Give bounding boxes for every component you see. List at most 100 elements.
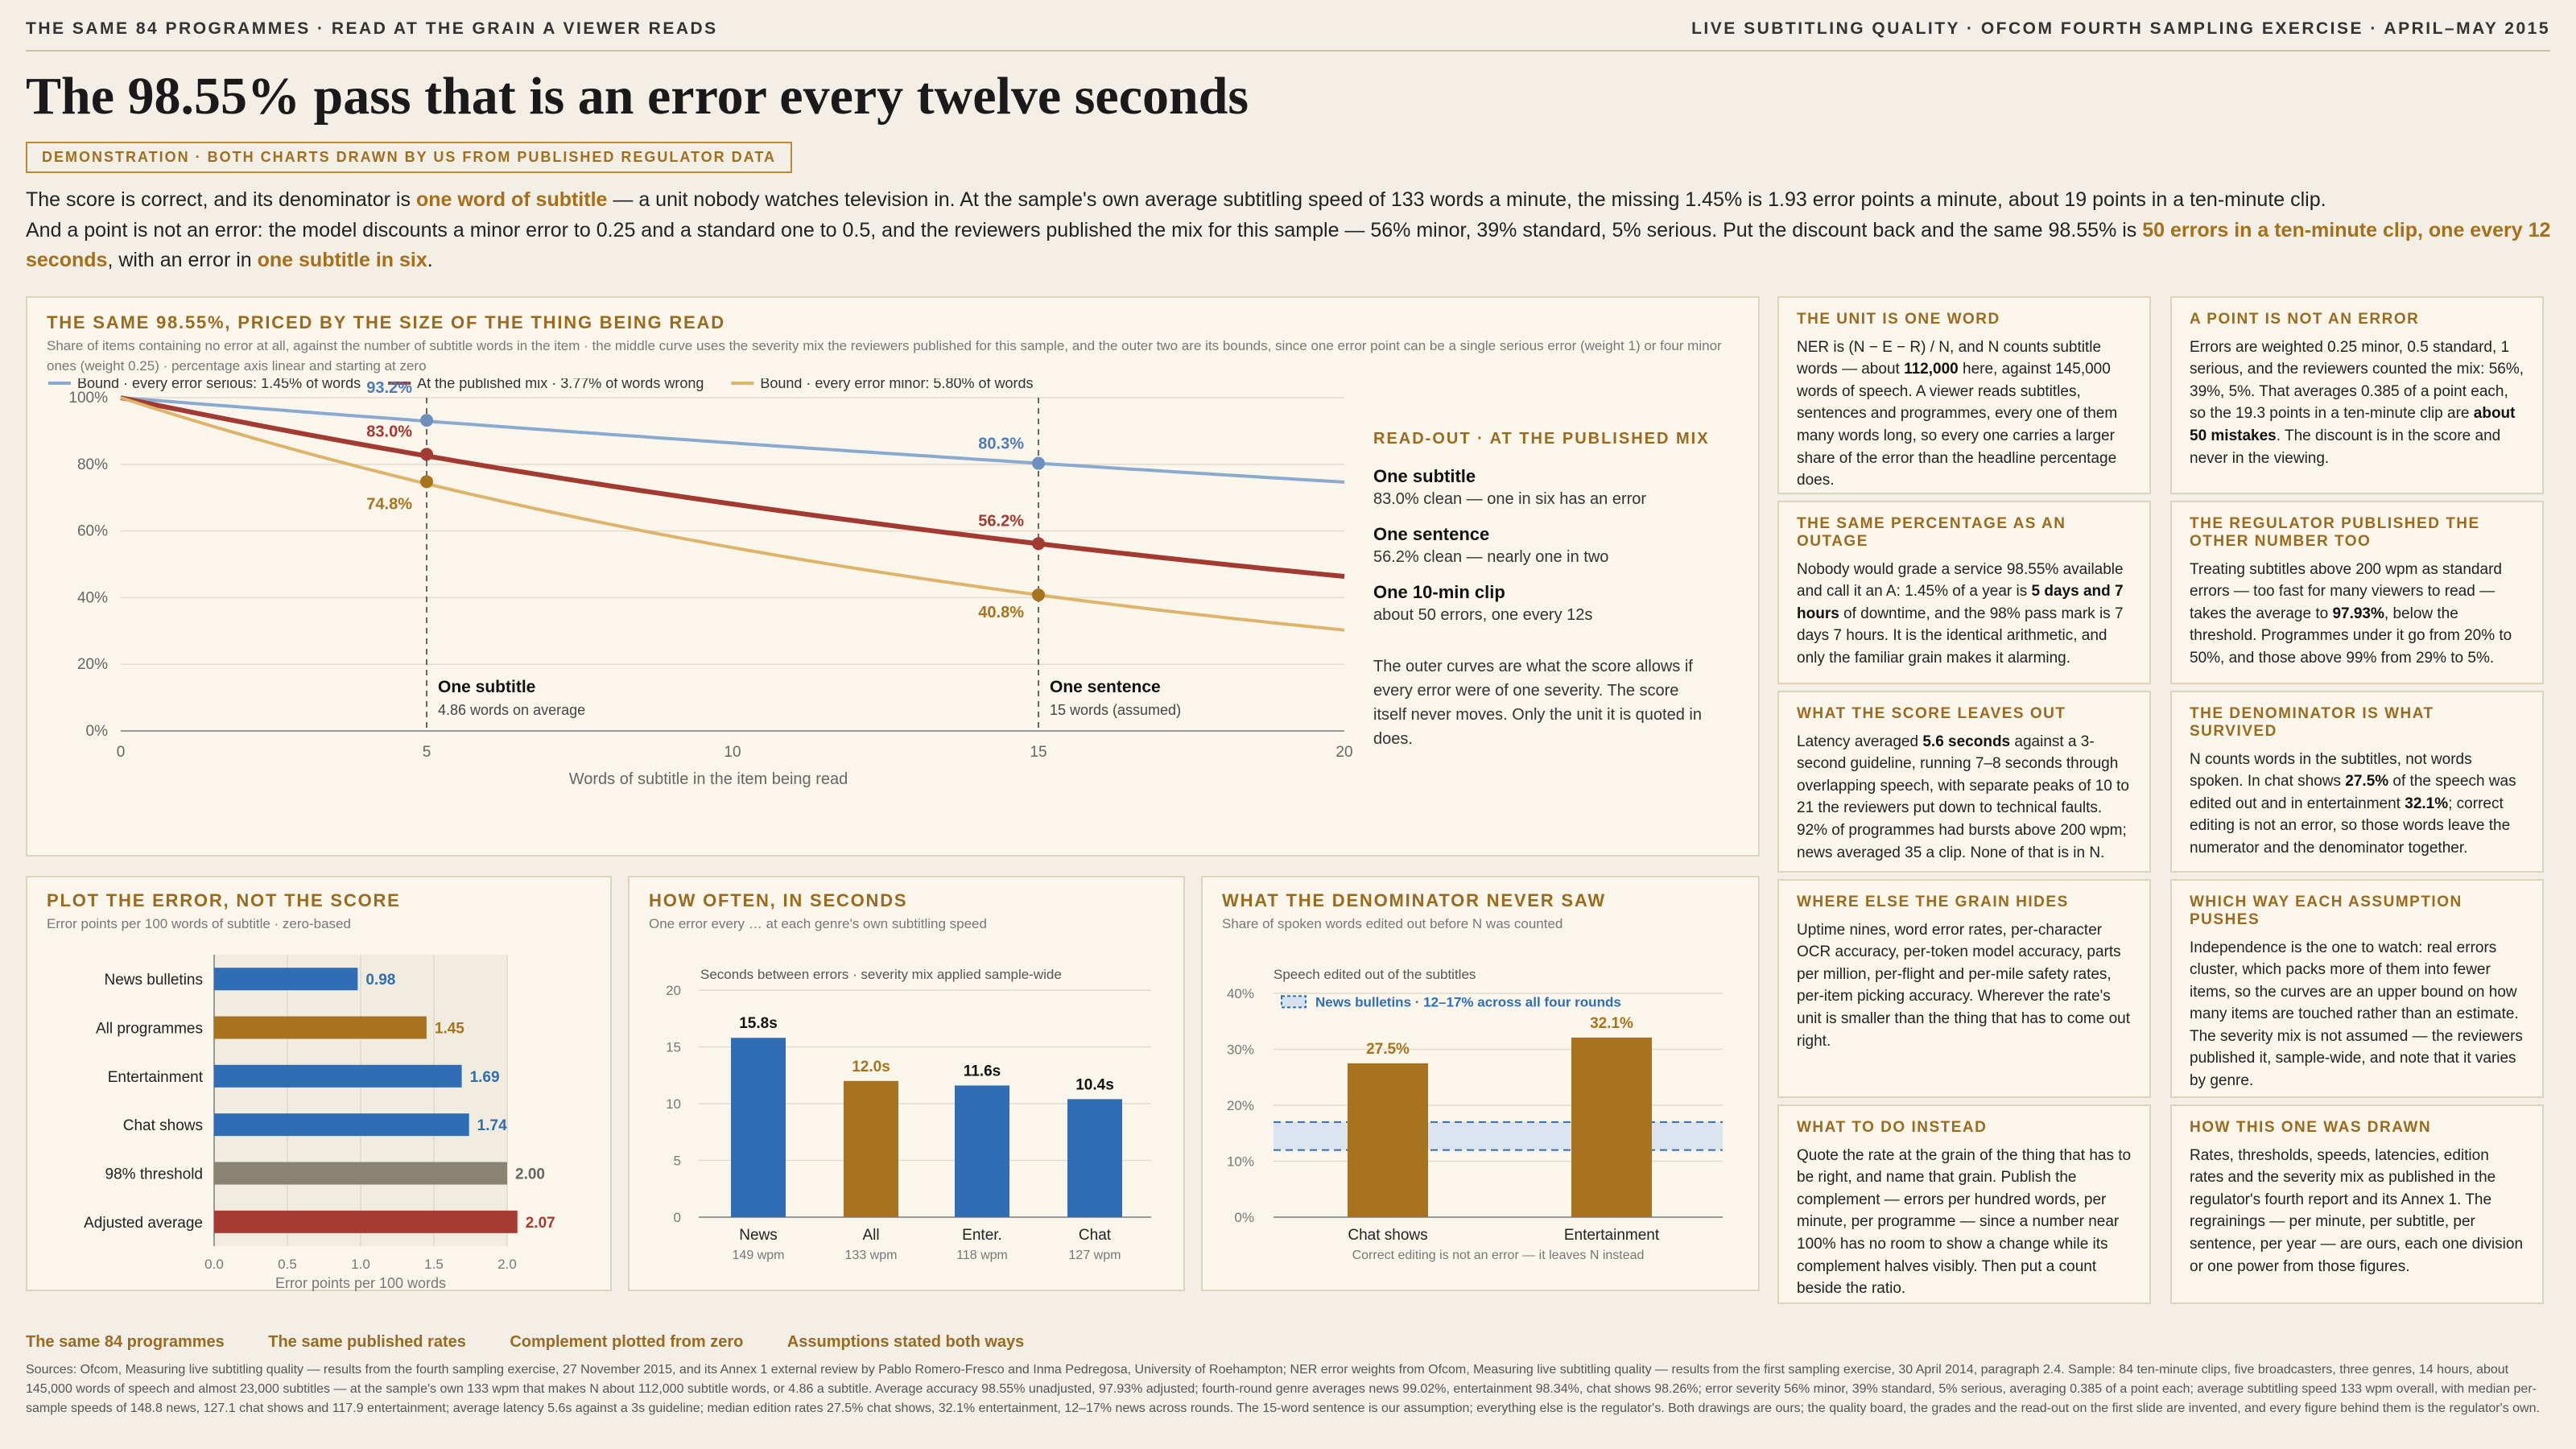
insight-card: THE DENOMINATOR IS WHAT SURVIVED N counts… bbox=[2170, 691, 2544, 873]
insight-card: WHICH WAY EACH ASSUMPTION PUSHES Independ… bbox=[2170, 879, 2544, 1098]
legend-label: Bound · every error minor: 5.80% of word… bbox=[760, 378, 1033, 391]
news-band bbox=[1274, 1121, 1723, 1150]
lede: The score is correct, and its denominato… bbox=[26, 185, 2553, 276]
card-title: WHICH WAY EACH ASSUMPTION PUSHES bbox=[2190, 894, 2462, 928]
bar-value-label: 11.6s bbox=[964, 1063, 1001, 1080]
series-line bbox=[120, 396, 1345, 632]
readout-note: The outer curves are what the score allo… bbox=[1373, 658, 1702, 748]
data-label: 80.3% bbox=[978, 436, 1024, 453]
y-tick-label: 0 bbox=[674, 1210, 681, 1225]
bar-sublabel: 149 wpm bbox=[733, 1249, 785, 1262]
footer-link-3: Complement plotted from zero bbox=[510, 1333, 744, 1351]
bar-category-label: News bbox=[739, 1227, 778, 1244]
card-title: THE UNIT IS ONE WORD bbox=[1797, 311, 2000, 328]
bar-value-label: 0.98 bbox=[365, 972, 395, 989]
card-body: N counts words in the subtitles, not wor… bbox=[2190, 750, 2516, 857]
bar-sublabel: 133 wpm bbox=[845, 1249, 898, 1262]
bar bbox=[1571, 1037, 1652, 1217]
x-axis-label: Correct editing is not an error — it lea… bbox=[1352, 1249, 1645, 1262]
seconds-panel: HOW OFTEN, IN SECONDS One error every … … bbox=[628, 876, 1185, 1291]
card-title: THE SAME PERCENTAGE AS AN OUTAGE bbox=[1797, 515, 2066, 550]
y-tick-label: 15 bbox=[666, 1040, 681, 1055]
card-title: THE DENOMINATOR IS WHAT SURVIVED bbox=[2190, 705, 2434, 740]
readout-item-subtitle: One subtitle 83.0% clean — one in six ha… bbox=[1373, 466, 1647, 508]
insight-card: WHERE ELSE THE GRAIN HIDES Uptime nines, … bbox=[1777, 879, 2151, 1098]
bar-category-label: Entertainment bbox=[1564, 1227, 1660, 1244]
error-points-subtitle: Error points per 100 words of subtitle ·… bbox=[47, 916, 351, 931]
y-tick-label: 10% bbox=[1227, 1154, 1254, 1170]
lede-p2: And a point is not an error: the model d… bbox=[26, 218, 2551, 272]
seconds-subtitle: One error every … at each genre's own su… bbox=[649, 916, 987, 931]
readout-item-clip: One 10-min clip about 50 errors, one eve… bbox=[1373, 582, 1593, 624]
denominator-chart: Speech edited out of the subtitles 0% 10% 2… bbox=[1227, 967, 1723, 1262]
data-point bbox=[420, 475, 433, 489]
bar-category-label: News bulletins bbox=[105, 972, 204, 989]
card-title: HOW THIS ONE WAS DRAWN bbox=[2190, 1119, 2432, 1136]
x-tick-label: 0.5 bbox=[278, 1257, 297, 1272]
lede-p1: The score is correct, and its denominato… bbox=[26, 188, 2326, 211]
bar-value-label: 1.69 bbox=[470, 1069, 500, 1086]
data-point bbox=[420, 414, 433, 427]
data-label: 56.2% bbox=[978, 512, 1024, 530]
data-label: 40.8% bbox=[978, 604, 1024, 621]
marker-label: One subtitle bbox=[438, 678, 535, 696]
page-title: The 98.55% pass that is an error every t… bbox=[26, 67, 1249, 126]
insight-card: WHAT TO DO INSTEAD Quote the rate at the … bbox=[1777, 1104, 2151, 1304]
card-title: WHAT TO DO INSTEAD bbox=[1797, 1119, 1988, 1136]
x-tick-label: 0 bbox=[117, 744, 126, 761]
bar-category-label: 98% threshold bbox=[105, 1166, 203, 1183]
bar-category-label: All bbox=[862, 1227, 879, 1244]
card-title: WHERE ELSE THE GRAIN HIDES bbox=[1797, 894, 2069, 910]
bar-category-label: All programmes bbox=[96, 1021, 203, 1038]
bar bbox=[214, 1162, 507, 1185]
bar bbox=[844, 1080, 898, 1217]
x-axis-label: Words of subtitle in the item being read bbox=[569, 770, 848, 788]
card-title: WHAT THE SCORE LEAVES OUT bbox=[1797, 705, 2066, 722]
legend-label: At the published mix · 3.77% of words wr… bbox=[417, 378, 704, 391]
seconds-title: HOW OFTEN, IN SECONDS bbox=[649, 890, 908, 910]
main-chart-title: THE SAME 98.55%, PRICED BY THE SIZE OF T… bbox=[47, 312, 725, 332]
y-tick-label: 80% bbox=[77, 456, 108, 473]
denominator-subtitle: Share of spoken words edited out before … bbox=[1222, 916, 1563, 931]
band-legend-swatch bbox=[1281, 995, 1307, 1009]
header-right: LIVE SUBTITLING QUALITY · OFCOM FOURTH S… bbox=[1691, 19, 2550, 38]
insight-card: A POINT IS NOT AN ERROR Errors are weight… bbox=[2170, 296, 2544, 494]
footer-link-4: Assumptions stated both ways bbox=[786, 1333, 1025, 1351]
card-body: Independence is the one to watch: real e… bbox=[2190, 939, 2523, 1089]
y-axis-label: Seconds between errors · severity mix ap… bbox=[700, 967, 1062, 982]
y-tick-label: 20% bbox=[1227, 1098, 1254, 1113]
marker-sublabel: 15 words (assumed) bbox=[1050, 702, 1181, 718]
card-body: Rates, thresholds, speeds, latencies, ed… bbox=[2190, 1146, 2524, 1275]
data-point bbox=[1032, 588, 1045, 602]
y-tick-label: 100% bbox=[68, 390, 108, 407]
series-line bbox=[120, 395, 1345, 579]
bar bbox=[955, 1085, 1009, 1217]
footer-link-2: The same published rates bbox=[268, 1333, 466, 1351]
readout-item-sentence: One sentence 56.2% clean — nearly one in… bbox=[1373, 524, 1609, 566]
seconds-chart: Seconds between errors · severity mix ap… bbox=[666, 967, 1151, 1262]
y-tick-label: 30% bbox=[1227, 1042, 1254, 1058]
data-label: 93.2% bbox=[366, 379, 412, 397]
bar bbox=[1067, 1099, 1122, 1217]
bar-value-label: 2.07 bbox=[526, 1215, 555, 1232]
bar-sublabel: 118 wpm bbox=[956, 1249, 1008, 1262]
main-chart-panel: THE SAME 98.55%, PRICED BY THE SIZE OF T… bbox=[26, 296, 1760, 857]
readout-title: READ-OUT · AT THE PUBLISHED MIX bbox=[1373, 430, 1710, 448]
card-title: THE REGULATOR PUBLISHED THE OTHER NUMBER… bbox=[2190, 515, 2480, 550]
y-tick-label: 10 bbox=[666, 1096, 681, 1112]
footer-link-1: The same 84 programmes bbox=[26, 1333, 225, 1351]
bar bbox=[1348, 1063, 1428, 1217]
bar bbox=[731, 1038, 786, 1217]
bar-value-label: 27.5% bbox=[1366, 1041, 1410, 1058]
footer-sources: Sources: Ofcom, Measuring live subtitlin… bbox=[26, 1363, 2540, 1415]
x-tick-label: 15 bbox=[1030, 744, 1046, 761]
bar-category-label: Chat shows bbox=[1348, 1227, 1427, 1244]
main-chart-subtitle: Share of items containing no error at al… bbox=[47, 338, 1722, 374]
error-points-panel: PLOT THE ERROR, NOT THE SCORE Error poin… bbox=[26, 876, 612, 1291]
marker-sublabel: 4.86 words on average bbox=[438, 702, 585, 718]
bar bbox=[214, 968, 358, 991]
bar-value-label: 1.74 bbox=[477, 1117, 507, 1134]
bar bbox=[214, 1113, 469, 1137]
bar-category-label: Chat shows bbox=[123, 1117, 203, 1134]
bar-value-label: 15.8s bbox=[739, 1015, 778, 1032]
